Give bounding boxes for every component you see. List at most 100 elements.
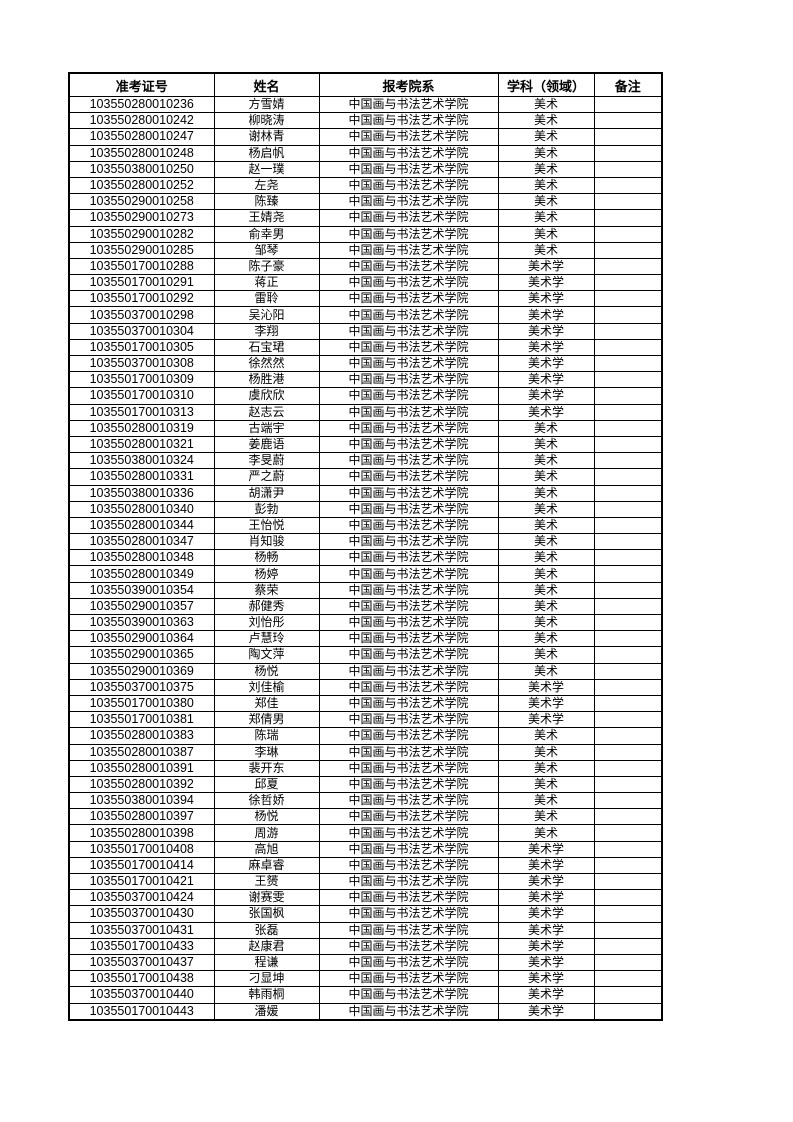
subject-cell: 美术学 bbox=[497, 678, 595, 696]
department-cell: 中国画与书法艺术学院 bbox=[318, 257, 499, 276]
name-cell: 姜鹿语 bbox=[213, 435, 320, 454]
remarks-cell bbox=[593, 840, 663, 858]
department-cell: 中国画与书法艺术学院 bbox=[318, 484, 499, 502]
remarks-cell bbox=[593, 500, 663, 518]
subject-cell: 美术学 bbox=[497, 257, 595, 276]
department-cell: 中国画与书法艺术学院 bbox=[318, 419, 499, 437]
name-cell: 杨畅 bbox=[213, 549, 320, 567]
name-cell: 严之蔚 bbox=[213, 468, 320, 486]
table-row: 103550290010365 陶文萍 中国画与书法艺术学院 美术 bbox=[68, 646, 663, 664]
department-cell: 中国画与书法艺术学院 bbox=[318, 824, 499, 842]
department-cell: 中国画与书法艺术学院 bbox=[318, 970, 499, 988]
table-row: 103550170010309 杨胜港 中国画与书法艺术学院 美术学 bbox=[68, 371, 663, 389]
remarks-cell bbox=[593, 678, 663, 696]
table-row: 103550370010430 张国枫 中国画与书法艺术学院 美术学 bbox=[68, 905, 663, 923]
table-row: 103550380010394 徐哲娇 中国画与书法艺术学院 美术 bbox=[68, 792, 663, 810]
table-row: 103550280010397 杨悦 中国画与书法艺术学院 美术 bbox=[68, 808, 663, 826]
exam-id-cell: 103550280010344 bbox=[68, 516, 215, 535]
department-cell: 中国画与书法艺术学院 bbox=[318, 1002, 499, 1021]
exam-id-cell: 103550170010421 bbox=[68, 872, 215, 891]
remarks-cell bbox=[593, 387, 663, 405]
exam-id-cell: 103550170010288 bbox=[68, 257, 215, 276]
name-cell: 邱夏 bbox=[213, 775, 320, 794]
remarks-cell bbox=[593, 581, 663, 599]
exam-id-cell: 103550170010309 bbox=[68, 371, 215, 389]
name-cell: 李旻蔚 bbox=[213, 452, 320, 470]
name-cell: 徐然然 bbox=[213, 354, 320, 373]
exam-id-cell: 103550370010375 bbox=[68, 678, 215, 696]
subject-cell: 美术 bbox=[497, 128, 595, 146]
exam-id-cell: 103550280010383 bbox=[68, 727, 215, 745]
remarks-cell bbox=[593, 1002, 663, 1021]
exam-id-cell: 103550280010387 bbox=[68, 743, 215, 761]
name-cell: 刘怡彤 bbox=[213, 613, 320, 632]
subject-cell: 美术学 bbox=[497, 889, 595, 907]
subject-cell: 美术 bbox=[497, 144, 595, 162]
remarks-cell bbox=[593, 856, 663, 875]
name-cell: 陶文萍 bbox=[213, 646, 320, 664]
table-row: 103550390010363 刘怡彤 中国画与书法艺术学院 美术 bbox=[68, 613, 663, 632]
subject-cell: 美术学 bbox=[497, 905, 595, 923]
table-row: 103550170010414 麻卓睿 中国画与书法艺术学院 美术学 bbox=[68, 856, 663, 875]
subject-cell: 美术 bbox=[497, 452, 595, 470]
remarks-cell bbox=[593, 306, 663, 324]
subject-cell: 美术学 bbox=[497, 953, 595, 972]
table-row: 103550280010340 彭勃 中国画与书法艺术学院 美术 bbox=[68, 500, 663, 518]
name-cell: 杨婷 bbox=[213, 565, 320, 583]
subject-cell: 美术 bbox=[497, 533, 595, 551]
department-cell: 中国画与书法艺术学院 bbox=[318, 678, 499, 696]
table-row: 103550290010364 卢慧玲 中国画与书法艺术学院 美术 bbox=[68, 630, 663, 648]
department-cell: 中国画与书法艺术学院 bbox=[318, 533, 499, 551]
subject-cell: 美术 bbox=[497, 727, 595, 745]
exam-id-cell: 103550370010308 bbox=[68, 354, 215, 373]
name-cell: 杨悦 bbox=[213, 808, 320, 826]
department-cell: 中国画与书法艺术学院 bbox=[318, 953, 499, 972]
remarks-cell bbox=[593, 808, 663, 826]
name-cell: 虞欣欣 bbox=[213, 387, 320, 405]
remarks-cell bbox=[593, 468, 663, 486]
table-row: 103550280010321 姜鹿语 中国画与书法艺术学院 美术 bbox=[68, 435, 663, 454]
remarks-cell bbox=[593, 95, 663, 114]
remarks-cell bbox=[593, 824, 663, 842]
department-cell: 中国画与书法艺术学院 bbox=[318, 921, 499, 939]
table-row: 103550290010357 郝健秀 中国画与书法艺术学院 美术 bbox=[68, 597, 663, 616]
name-cell: 赵一璞 bbox=[213, 160, 320, 178]
subject-cell: 美术 bbox=[497, 759, 595, 777]
exam-id-cell: 103550290010357 bbox=[68, 597, 215, 616]
exam-id-cell: 103550280010348 bbox=[68, 549, 215, 567]
name-cell: 方雪婧 bbox=[213, 95, 320, 114]
name-cell: 韩雨桐 bbox=[213, 986, 320, 1004]
exam-id-cell: 103550170010380 bbox=[68, 694, 215, 713]
table-row: 103550280010383 陈瑞 中国画与书法艺术学院 美术 bbox=[68, 727, 663, 745]
name-cell: 刘佳榆 bbox=[213, 678, 320, 696]
table-row: 103550280010242 柳晓涛 中国画与书法艺术学院 美术 bbox=[68, 112, 663, 130]
remarks-cell bbox=[593, 630, 663, 648]
exam-id-cell: 103550290010364 bbox=[68, 630, 215, 648]
remarks-cell bbox=[593, 533, 663, 551]
remarks-cell bbox=[593, 727, 663, 745]
name-cell: 王婧尧 bbox=[213, 209, 320, 227]
department-cell: 中国画与书法艺术学院 bbox=[318, 711, 499, 729]
table-row: 103550280010236 方雪婧 中国画与书法艺术学院 美术 bbox=[68, 95, 663, 114]
exam-id-cell: 103550370010430 bbox=[68, 905, 215, 923]
subject-cell: 美术学 bbox=[497, 387, 595, 405]
name-cell: 潘媛 bbox=[213, 1002, 320, 1021]
department-cell: 中国画与书法艺术学院 bbox=[318, 630, 499, 648]
name-cell: 王赟 bbox=[213, 872, 320, 891]
name-cell: 卢慧玲 bbox=[213, 630, 320, 648]
table-row: 103550280010398 周游 中国画与书法艺术学院 美术 bbox=[68, 824, 663, 842]
exam-id-cell: 103550170010433 bbox=[68, 937, 215, 955]
name-cell: 石宝珺 bbox=[213, 338, 320, 357]
exam-id-cell: 103550290010285 bbox=[68, 241, 215, 259]
subject-cell: 美术学 bbox=[497, 694, 595, 713]
name-cell: 麻卓睿 bbox=[213, 856, 320, 875]
remarks-cell bbox=[593, 241, 663, 259]
subject-cell: 美术 bbox=[497, 176, 595, 195]
remarks-cell bbox=[593, 711, 663, 729]
remarks-cell bbox=[593, 743, 663, 761]
exam-id-cell: 103550290010369 bbox=[68, 662, 215, 680]
subject-cell: 美术 bbox=[497, 549, 595, 567]
department-cell: 中国画与书法艺术学院 bbox=[318, 306, 499, 324]
subject-cell: 美术学 bbox=[497, 1002, 595, 1021]
name-cell: 徐哲娇 bbox=[213, 792, 320, 810]
